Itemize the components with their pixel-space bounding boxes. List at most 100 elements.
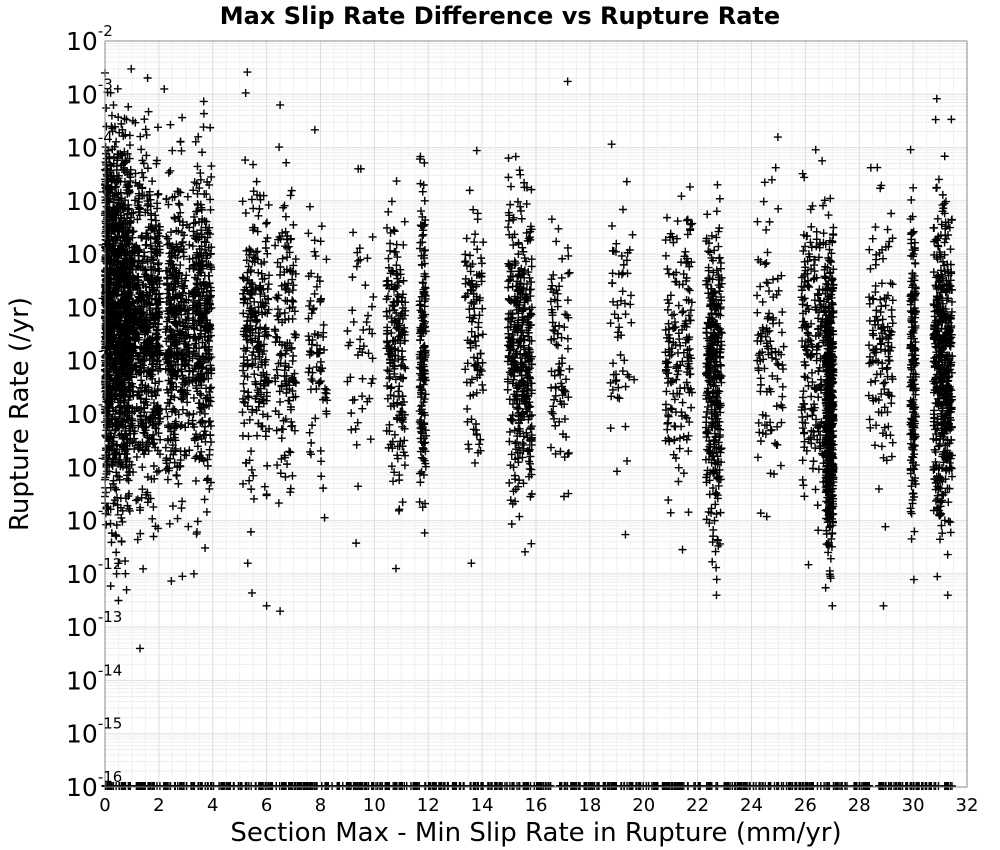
data-point <box>503 385 512 394</box>
data-point <box>241 156 250 165</box>
data-point <box>470 238 479 247</box>
data-point <box>687 403 696 412</box>
data-point <box>563 296 572 305</box>
data-point <box>148 177 157 186</box>
data-point <box>124 102 133 111</box>
data-point <box>384 276 393 285</box>
data-point <box>203 455 212 464</box>
data-point <box>473 245 482 254</box>
data-point <box>395 382 404 391</box>
data-point <box>512 438 521 447</box>
data-point <box>276 397 285 406</box>
data-point <box>384 254 393 263</box>
data-point <box>102 104 111 113</box>
data-point <box>142 130 151 139</box>
data-point <box>183 192 192 201</box>
data-point <box>549 270 558 279</box>
data-point <box>527 278 536 287</box>
data-point <box>112 532 121 541</box>
data-point <box>316 446 325 455</box>
data-point <box>628 230 637 239</box>
data-point <box>418 231 427 240</box>
data-point <box>205 450 214 459</box>
data-point <box>287 186 296 195</box>
data-point <box>356 335 365 344</box>
data-point <box>621 310 630 319</box>
data-point <box>262 490 271 499</box>
data-point <box>391 247 400 256</box>
data-point <box>193 189 202 198</box>
data-point <box>478 330 487 339</box>
data-point <box>368 232 377 241</box>
data-point <box>505 478 514 487</box>
data-point <box>273 305 282 314</box>
data-point <box>288 471 297 480</box>
data-point <box>106 519 115 528</box>
data-point <box>477 366 486 375</box>
data-point <box>148 514 157 523</box>
data-point <box>386 246 395 255</box>
data-point <box>511 475 520 484</box>
data-point <box>264 280 273 289</box>
data-point <box>274 499 283 508</box>
data-point <box>101 488 110 497</box>
data-point <box>516 170 525 179</box>
data-point <box>462 234 471 243</box>
data-point <box>389 477 398 486</box>
data-point <box>112 521 121 530</box>
data-point <box>304 229 313 238</box>
data-point <box>310 236 319 245</box>
data-point <box>473 209 482 218</box>
data-point <box>714 242 723 251</box>
data-point <box>663 419 672 428</box>
data-point <box>621 530 630 539</box>
data-point <box>670 435 679 444</box>
data-point <box>613 393 622 402</box>
data-point <box>153 123 162 132</box>
data-point <box>166 166 175 175</box>
data-point <box>306 385 315 394</box>
data-point <box>180 447 189 456</box>
data-point <box>661 251 670 260</box>
data-point <box>685 182 694 191</box>
data-point <box>671 422 680 431</box>
data-point <box>465 305 474 314</box>
data-point <box>352 539 361 548</box>
data-point <box>672 234 681 243</box>
data-point <box>132 452 141 461</box>
data-points <box>101 64 957 790</box>
data-point <box>527 336 536 345</box>
data-point <box>262 219 271 228</box>
data-point <box>311 414 320 423</box>
data-point <box>137 376 146 385</box>
data-point <box>112 569 121 578</box>
data-point <box>133 495 142 504</box>
data-point <box>673 370 682 379</box>
data-point <box>477 254 486 263</box>
data-point <box>163 475 172 484</box>
data-point <box>247 447 256 456</box>
data-point <box>176 137 185 146</box>
data-point <box>399 240 408 249</box>
data-point <box>200 495 209 504</box>
data-point <box>114 113 123 122</box>
data-point <box>107 111 116 120</box>
data-point <box>260 482 269 491</box>
data-point <box>253 431 262 440</box>
data-point <box>716 508 725 517</box>
data-point <box>546 297 555 306</box>
data-point <box>627 318 636 327</box>
data-point <box>118 517 127 526</box>
data-point <box>284 242 293 251</box>
data-point <box>263 461 272 470</box>
data-point <box>564 448 573 457</box>
data-point <box>369 292 378 301</box>
data-point <box>618 367 627 376</box>
data-point <box>261 323 270 332</box>
data-point <box>527 539 536 548</box>
data-point <box>684 431 693 440</box>
data-point <box>674 348 683 357</box>
data-point <box>155 377 164 386</box>
data-point <box>555 366 564 375</box>
